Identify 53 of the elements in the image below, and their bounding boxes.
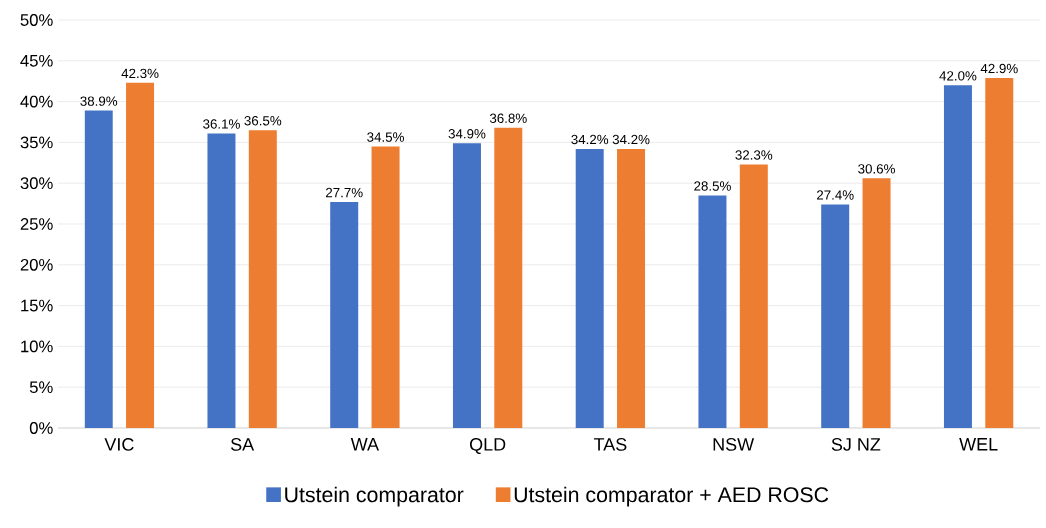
legend-label: Utstein comparator: [285, 486, 464, 507]
data-label: 28.5%: [694, 181, 731, 191]
x-tick-label: NSW: [713, 438, 755, 451]
bar: [330, 201, 359, 428]
data-label: 36.5%: [244, 116, 282, 126]
y-tick-label: 50%: [20, 14, 53, 26]
bar: [985, 77, 1014, 428]
data-label: 34.2%: [571, 134, 609, 145]
y-tick-label: 45%: [20, 54, 53, 67]
bar: [126, 82, 155, 428]
bar: [739, 164, 768, 428]
x-tick-label: VIC: [104, 438, 134, 451]
x-tick-label: QLD: [469, 438, 506, 455]
bar: [943, 85, 972, 428]
data-label: 36.8%: [489, 113, 527, 123]
data-label: 42.9%: [980, 63, 1018, 74]
data-label: 27.7%: [325, 187, 363, 198]
data-label: 27.4%: [816, 190, 854, 200]
bar: [452, 143, 481, 428]
bar: [494, 127, 523, 428]
data-label: 38.9%: [80, 96, 118, 106]
data-label: 42.0%: [939, 71, 977, 81]
bar: [862, 178, 891, 428]
bar: [371, 146, 400, 428]
x-tick-label: WA: [350, 438, 380, 451]
bar: [207, 133, 236, 428]
data-label: 42.3%: [121, 68, 159, 79]
legend-label: Utstein comparator + AED ROSC: [514, 486, 829, 507]
data-label: 32.3%: [735, 150, 773, 160]
y-tick-label: 10%: [21, 340, 53, 353]
bar: [84, 110, 113, 428]
x-tick-label: WEL: [959, 438, 998, 451]
bar: [248, 130, 277, 428]
y-tick-label: 0%: [29, 422, 53, 434]
y-tick-label: 35%: [20, 136, 53, 149]
y-tick-label: 30%: [20, 177, 53, 190]
y-tick-label: 25%: [20, 218, 53, 230]
data-label: 36.1%: [203, 119, 240, 129]
bar: [698, 195, 727, 428]
x-tick-label: SA: [230, 438, 255, 451]
y-tick-label: 40%: [20, 95, 53, 108]
bar: [617, 148, 646, 428]
y-tick-label: 5%: [29, 381, 53, 394]
y-tick-label: 15%: [21, 299, 53, 312]
y-tick-label: 20%: [20, 258, 53, 271]
bar: [821, 204, 850, 428]
data-label: 34.9%: [448, 129, 486, 139]
data-label: 30.6%: [858, 164, 895, 174]
bar: [575, 148, 604, 428]
data-label: 34.2%: [612, 134, 650, 145]
x-tick-label: SJ NZ: [831, 438, 881, 451]
data-label: 34.5%: [367, 132, 404, 142]
x-tick-label: TAS: [593, 438, 627, 451]
